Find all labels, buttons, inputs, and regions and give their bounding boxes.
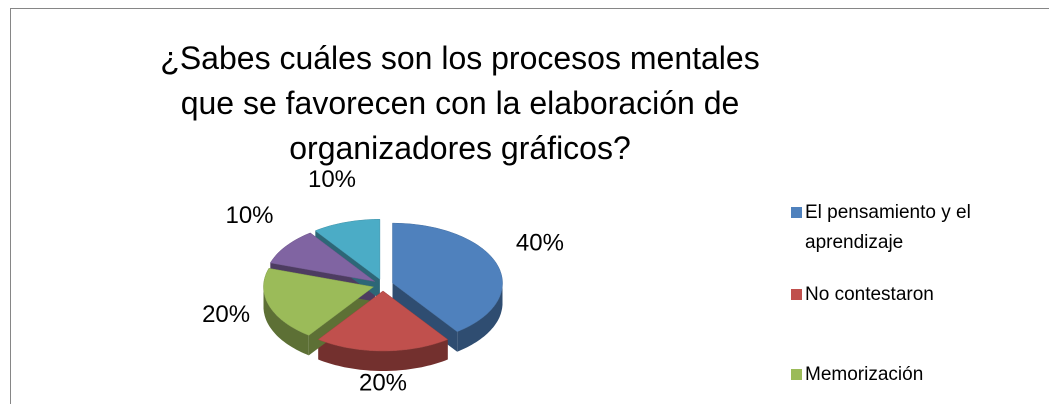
data-label: 10% [225,202,273,229]
legend-label: El pensamiento y el aprendizaje [805,202,971,253]
legend-label: Memorización [805,364,924,385]
slice [317,290,449,352]
legend-entry: Memorización [791,360,1035,390]
legend-swatch [791,369,802,380]
legend-swatch [791,289,802,300]
slice [269,232,376,282]
data-label: 20% [202,301,250,328]
slice-rim [457,283,503,352]
slice-rim [318,339,448,371]
legend-entry: No contestaron [791,280,1035,310]
data-label: 10% [308,166,356,193]
legend-swatch [791,207,802,218]
chart-border [10,8,1049,404]
chart-title: ¿Sabes cuáles son los procesos mentales … [160,40,760,166]
legend-entry: El pensamiento y el aprendizaje [791,198,1035,258]
data-label: 20% [359,369,407,396]
slice [263,268,375,336]
slice [314,219,381,280]
data-label: 40% [516,230,564,257]
legend-label: No contestaron [805,284,934,305]
slice [392,222,503,332]
slice-rim [263,286,309,356]
